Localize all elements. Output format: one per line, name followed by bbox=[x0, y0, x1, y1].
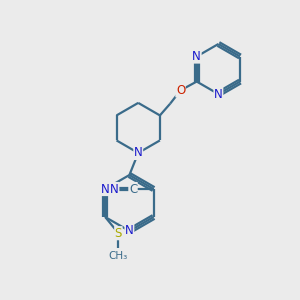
Text: N: N bbox=[134, 146, 142, 159]
Text: N: N bbox=[110, 182, 119, 196]
Text: S: S bbox=[115, 227, 122, 240]
Text: O: O bbox=[176, 84, 185, 97]
Text: N: N bbox=[101, 182, 110, 196]
Text: CH₃: CH₃ bbox=[109, 251, 128, 261]
Text: C: C bbox=[129, 182, 137, 196]
Text: N: N bbox=[192, 50, 201, 63]
Text: N: N bbox=[125, 224, 134, 238]
Text: N: N bbox=[214, 88, 223, 100]
